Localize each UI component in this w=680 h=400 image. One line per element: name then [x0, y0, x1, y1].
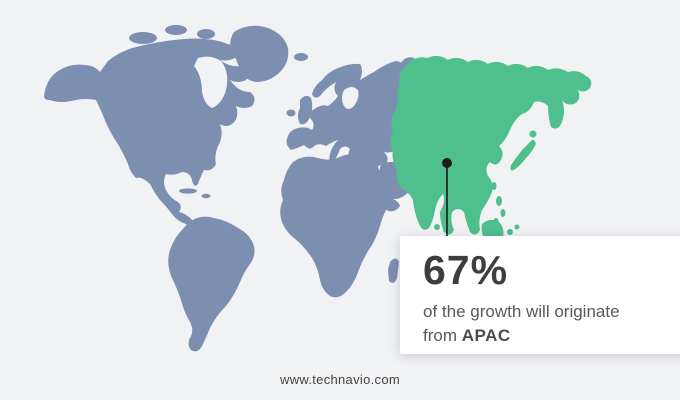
maluku-island: [514, 224, 520, 230]
arctic-island: [218, 48, 232, 56]
europe-shape: [286, 61, 404, 166]
arctic-island: [165, 25, 187, 35]
taiwan-island: [491, 182, 497, 190]
arctic-island: [129, 32, 157, 44]
highlighted-region-label: APAC: [461, 326, 511, 346]
stat-description-line2: from APAC: [423, 324, 680, 348]
philippines-island: [496, 196, 502, 206]
apac-asia-shape: [390, 55, 592, 235]
uk-shape: [298, 95, 313, 125]
marker-dot: [442, 158, 452, 168]
sri-lanka-island: [434, 224, 440, 230]
hokkaido-island: [529, 130, 537, 138]
sulawesi-island: [507, 229, 513, 235]
south-america-shape: [168, 216, 255, 352]
stat-value: 67%: [423, 247, 509, 293]
stat-description-prefix: from: [423, 326, 462, 346]
arctic-island: [197, 29, 215, 39]
stat-description-line1: of the growth will originate: [423, 302, 620, 322]
hispaniola-island: [201, 193, 211, 199]
ireland-shape: [286, 109, 296, 117]
stat-callout-card: 67% of the growth will originate from AP…: [400, 236, 680, 354]
hainan-island: [474, 193, 480, 199]
cuba-island: [179, 188, 197, 194]
madagascar-shape: [388, 258, 399, 283]
japan-shape: [510, 139, 536, 171]
north-america-shape: [44, 38, 255, 228]
footer-website-url: www.technavio.com: [280, 372, 400, 387]
philippines-island: [500, 209, 506, 217]
greenland-shape: [230, 25, 289, 82]
iceland-shape: [294, 53, 308, 61]
africa-shape: [280, 154, 400, 298]
